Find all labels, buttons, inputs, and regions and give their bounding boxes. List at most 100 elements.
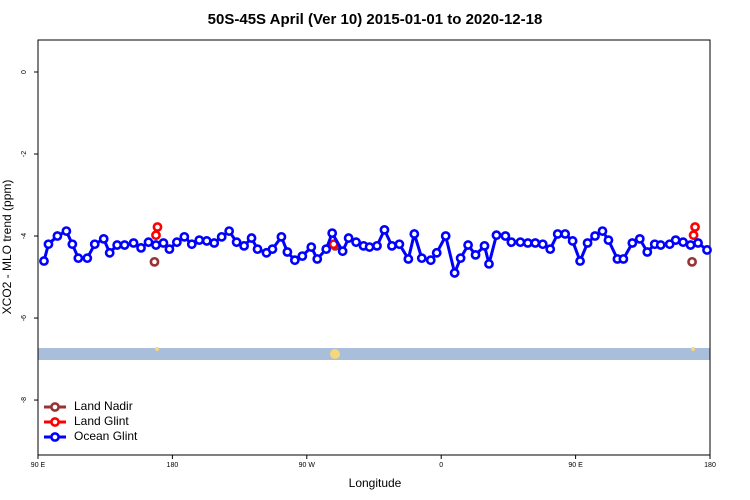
point xyxy=(463,240,473,250)
point xyxy=(431,247,442,258)
point xyxy=(515,237,526,248)
point xyxy=(216,231,227,242)
legend-label: Land Nadir xyxy=(74,399,133,413)
point xyxy=(297,251,308,262)
point xyxy=(82,253,93,264)
point xyxy=(282,247,293,257)
point xyxy=(470,249,481,260)
point xyxy=(522,238,533,248)
chart-title: 50S-45S April (Ver 10) 2015-01-01 to 202… xyxy=(208,11,543,28)
point xyxy=(246,233,257,243)
x-tick-label: 180 xyxy=(704,462,716,469)
point xyxy=(530,238,541,248)
point xyxy=(425,255,436,266)
point xyxy=(702,245,712,255)
point xyxy=(552,229,563,239)
point xyxy=(597,226,608,236)
point xyxy=(98,233,109,244)
y-axis-label: XCO2 - MLO trend (ppm) xyxy=(0,180,14,315)
point xyxy=(690,222,700,232)
y-tick-label: -6 xyxy=(21,315,28,321)
point xyxy=(567,236,578,246)
y-tick-label: -4 xyxy=(21,233,28,239)
point xyxy=(43,239,54,250)
point xyxy=(634,233,645,244)
point xyxy=(149,256,160,267)
y-tick-label: -8 xyxy=(21,397,28,403)
point xyxy=(403,254,414,264)
point xyxy=(252,244,263,255)
map-strip xyxy=(38,348,710,360)
point xyxy=(89,239,100,250)
point xyxy=(267,244,278,255)
point xyxy=(104,247,115,258)
point xyxy=(618,254,629,264)
point xyxy=(484,259,494,269)
point xyxy=(179,231,190,242)
point xyxy=(642,247,653,257)
point xyxy=(209,238,220,248)
x-tick-label: 180 xyxy=(167,462,179,469)
point xyxy=(582,238,593,248)
x-axis-label: Longitude xyxy=(349,476,402,490)
point xyxy=(603,235,614,246)
point xyxy=(409,229,420,239)
point xyxy=(39,256,49,266)
point xyxy=(52,231,63,241)
point xyxy=(560,229,571,239)
x-tick-label: 90 W xyxy=(299,462,316,469)
map-blob xyxy=(155,347,159,351)
point xyxy=(379,224,390,235)
point xyxy=(321,244,332,255)
x-tick-label: 0 xyxy=(439,462,443,469)
point xyxy=(387,240,397,251)
point xyxy=(67,239,78,250)
point xyxy=(151,240,161,250)
point xyxy=(491,230,502,241)
point xyxy=(372,240,382,251)
point xyxy=(201,236,212,246)
point xyxy=(119,240,130,250)
point xyxy=(693,238,703,248)
legend-label: Land Glint xyxy=(74,414,129,428)
legend-marker xyxy=(50,432,60,442)
y-tick-label: 0 xyxy=(21,70,28,74)
point xyxy=(343,233,354,243)
point xyxy=(479,240,490,251)
point xyxy=(171,237,182,248)
point xyxy=(688,230,699,241)
point xyxy=(73,253,84,264)
point xyxy=(506,237,517,248)
point xyxy=(440,231,451,241)
legend-marker xyxy=(50,402,60,412)
point xyxy=(627,238,638,248)
point xyxy=(186,239,197,250)
point xyxy=(128,238,139,248)
point xyxy=(239,240,249,251)
point xyxy=(61,226,72,236)
point xyxy=(151,230,161,241)
point xyxy=(537,239,548,250)
point xyxy=(152,222,163,232)
point xyxy=(655,240,666,250)
point xyxy=(327,228,338,239)
map-blob xyxy=(330,349,340,359)
map-blob xyxy=(691,347,695,351)
point xyxy=(312,254,323,264)
x-tick-label: 90 E xyxy=(31,462,46,469)
point xyxy=(416,253,427,264)
point xyxy=(231,237,242,248)
point xyxy=(337,246,348,257)
point xyxy=(164,244,175,255)
point xyxy=(500,231,511,241)
point xyxy=(455,253,466,264)
point xyxy=(575,256,585,266)
point xyxy=(685,240,696,250)
point xyxy=(306,242,317,252)
y-tick-label: -2 xyxy=(21,151,28,157)
point xyxy=(678,237,689,248)
point xyxy=(687,256,697,267)
point xyxy=(194,235,205,246)
